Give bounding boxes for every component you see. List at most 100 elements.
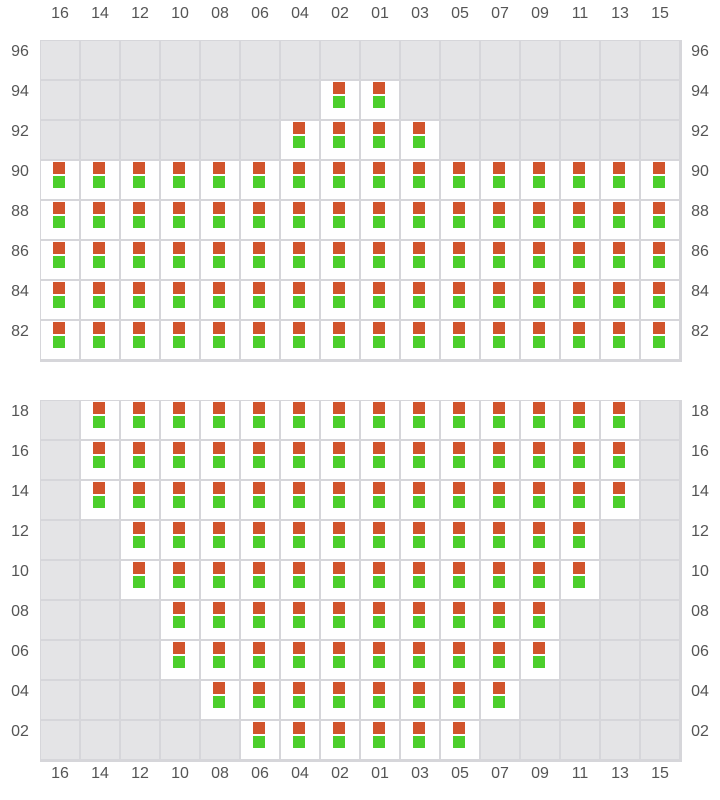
seat-cell[interactable] <box>521 281 559 319</box>
seat-cell[interactable] <box>321 481 359 519</box>
seat-cell[interactable] <box>521 441 559 479</box>
seat-cell[interactable] <box>121 561 159 599</box>
seat-cell[interactable] <box>401 721 439 759</box>
seat-cell[interactable] <box>401 401 439 439</box>
seat-cell[interactable] <box>281 201 319 239</box>
seat-cell[interactable] <box>441 681 479 719</box>
seat-cell[interactable] <box>321 81 359 119</box>
seat-cell[interactable] <box>241 201 279 239</box>
seat-cell[interactable] <box>561 481 599 519</box>
seat-cell[interactable] <box>281 161 319 199</box>
seat-cell[interactable] <box>641 201 679 239</box>
seat-cell[interactable] <box>401 641 439 679</box>
seat-cell[interactable] <box>281 641 319 679</box>
seat-cell[interactable] <box>201 281 239 319</box>
seat-cell[interactable] <box>361 681 399 719</box>
seat-cell[interactable] <box>201 521 239 559</box>
seat-cell[interactable] <box>121 201 159 239</box>
seat-cell[interactable] <box>241 641 279 679</box>
seat-cell[interactable] <box>401 441 439 479</box>
seat-cell[interactable] <box>441 201 479 239</box>
seat-cell[interactable] <box>601 201 639 239</box>
seat-cell[interactable] <box>241 401 279 439</box>
seat-cell[interactable] <box>201 561 239 599</box>
seat-cell[interactable] <box>561 281 599 319</box>
seat-cell[interactable] <box>201 481 239 519</box>
seat-cell[interactable] <box>481 201 519 239</box>
seat-cell[interactable] <box>441 281 479 319</box>
seat-cell[interactable] <box>521 321 559 359</box>
seat-cell[interactable] <box>321 721 359 759</box>
seat-cell[interactable] <box>481 521 519 559</box>
seat-cell[interactable] <box>561 161 599 199</box>
seat-cell[interactable] <box>321 601 359 639</box>
seat-cell[interactable] <box>481 241 519 279</box>
seat-cell[interactable] <box>321 161 359 199</box>
seat-cell[interactable] <box>41 161 79 199</box>
seat-cell[interactable] <box>121 161 159 199</box>
seat-cell[interactable] <box>521 481 559 519</box>
seat-cell[interactable] <box>201 201 239 239</box>
seat-cell[interactable] <box>481 481 519 519</box>
seat-cell[interactable] <box>561 401 599 439</box>
seat-cell[interactable] <box>521 241 559 279</box>
seat-cell[interactable] <box>121 521 159 559</box>
seat-cell[interactable] <box>401 521 439 559</box>
seat-cell[interactable] <box>241 601 279 639</box>
seat-cell[interactable] <box>361 521 399 559</box>
seat-cell[interactable] <box>241 721 279 759</box>
seat-cell[interactable] <box>441 161 479 199</box>
seat-cell[interactable] <box>41 321 79 359</box>
seat-cell[interactable] <box>241 161 279 199</box>
seat-cell[interactable] <box>81 401 119 439</box>
seat-cell[interactable] <box>201 161 239 199</box>
seat-cell[interactable] <box>441 561 479 599</box>
seat-cell[interactable] <box>241 681 279 719</box>
seat-cell[interactable] <box>401 201 439 239</box>
seat-cell[interactable] <box>481 401 519 439</box>
seat-cell[interactable] <box>521 641 559 679</box>
seat-cell[interactable] <box>601 401 639 439</box>
seat-cell[interactable] <box>81 481 119 519</box>
seat-cell[interactable] <box>321 121 359 159</box>
seat-cell[interactable] <box>81 321 119 359</box>
seat-cell[interactable] <box>81 441 119 479</box>
seat-cell[interactable] <box>281 441 319 479</box>
seat-cell[interactable] <box>321 641 359 679</box>
seat-cell[interactable] <box>441 241 479 279</box>
seat-cell[interactable] <box>241 321 279 359</box>
seat-cell[interactable] <box>481 161 519 199</box>
seat-cell[interactable] <box>361 561 399 599</box>
seat-cell[interactable] <box>361 441 399 479</box>
seat-cell[interactable] <box>201 641 239 679</box>
seat-cell[interactable] <box>321 281 359 319</box>
seat-cell[interactable] <box>561 521 599 559</box>
seat-cell[interactable] <box>481 281 519 319</box>
seat-cell[interactable] <box>121 241 159 279</box>
seat-cell[interactable] <box>121 401 159 439</box>
seat-cell[interactable] <box>361 241 399 279</box>
seat-cell[interactable] <box>641 161 679 199</box>
seat-cell[interactable] <box>361 121 399 159</box>
seat-cell[interactable] <box>521 201 559 239</box>
seat-cell[interactable] <box>161 201 199 239</box>
seat-cell[interactable] <box>281 321 319 359</box>
seat-cell[interactable] <box>161 521 199 559</box>
seat-cell[interactable] <box>361 281 399 319</box>
seat-cell[interactable] <box>201 441 239 479</box>
seat-cell[interactable] <box>201 681 239 719</box>
seat-cell[interactable] <box>241 481 279 519</box>
seat-cell[interactable] <box>241 561 279 599</box>
seat-cell[interactable] <box>161 441 199 479</box>
seat-cell[interactable] <box>321 401 359 439</box>
seat-cell[interactable] <box>81 241 119 279</box>
seat-cell[interactable] <box>281 681 319 719</box>
seat-cell[interactable] <box>401 481 439 519</box>
seat-cell[interactable] <box>81 201 119 239</box>
seat-cell[interactable] <box>561 321 599 359</box>
seat-cell[interactable] <box>321 561 359 599</box>
seat-cell[interactable] <box>601 281 639 319</box>
seat-cell[interactable] <box>481 601 519 639</box>
seat-cell[interactable] <box>441 401 479 439</box>
seat-cell[interactable] <box>281 241 319 279</box>
